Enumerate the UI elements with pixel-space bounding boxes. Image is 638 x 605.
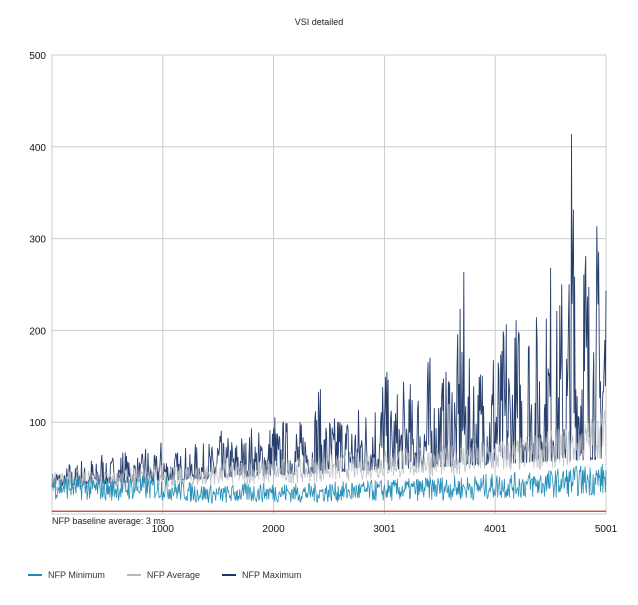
legend-label-minimum: NFP Minimum xyxy=(48,570,105,580)
legend-item-maximum: NFP Maximum xyxy=(222,570,301,580)
y-tick-label: 200 xyxy=(29,326,46,337)
x-tick-label: 3001 xyxy=(373,524,396,535)
series-layer xyxy=(51,134,607,512)
legend-item-minimum: NFP Minimum xyxy=(28,570,105,580)
legend-item-average: NFP Average xyxy=(126,570,201,580)
legend-swatch-minimum xyxy=(28,574,42,576)
x-tick-label: 5001 xyxy=(595,524,618,535)
chart-title: VSI detailed xyxy=(295,17,344,27)
legend-label-average: NFP Average xyxy=(146,570,201,580)
legend-swatch-average xyxy=(126,574,141,576)
y-tick-label: 500 xyxy=(29,51,46,62)
x-tick-label: 2000 xyxy=(262,524,285,535)
x-tick-label: 1000 xyxy=(152,524,175,535)
series-line-nfp-maximum xyxy=(51,134,607,487)
y-tick-label: 300 xyxy=(29,235,46,246)
baseline-annotation: NFP baseline average: 3 ms xyxy=(52,516,166,526)
y-tick-label: 400 xyxy=(29,143,46,154)
series-line-nfp-minimum xyxy=(51,463,607,505)
y-tick-label: 100 xyxy=(29,418,46,429)
legend-swatch-maximum xyxy=(222,574,237,576)
series-line-nfp-average xyxy=(51,409,607,492)
legend: NFP Minimum NFP Average NFP Maximum xyxy=(28,570,301,580)
legend-label-maximum: NFP Maximum xyxy=(242,570,302,580)
x-tick-label: 4001 xyxy=(484,524,507,535)
axis-layer: 100 200 300 400 500 1000 2000 3001 4001 5001 xyxy=(29,51,617,535)
